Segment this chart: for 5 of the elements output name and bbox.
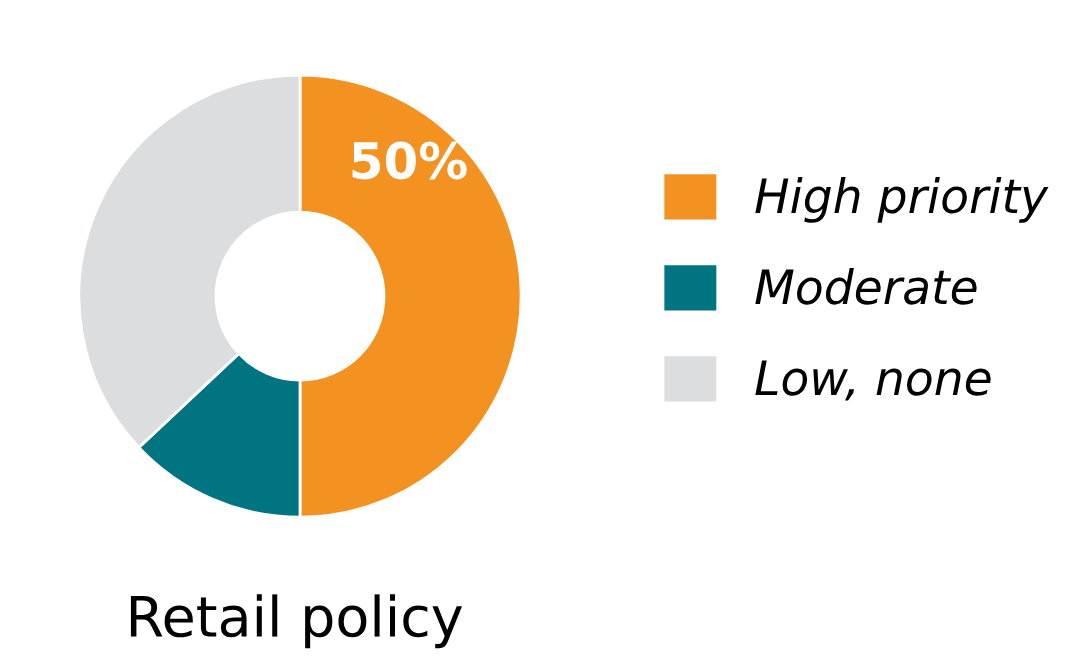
- legend-label: Moderate: [755, 268, 977, 305]
- data-label: 50%: [352, 141, 467, 180]
- legend-label: Low, none: [755, 360, 991, 401]
- text: Retail policy: [130, 594, 462, 649]
- legend-label: High priority: [755, 177, 1049, 223]
